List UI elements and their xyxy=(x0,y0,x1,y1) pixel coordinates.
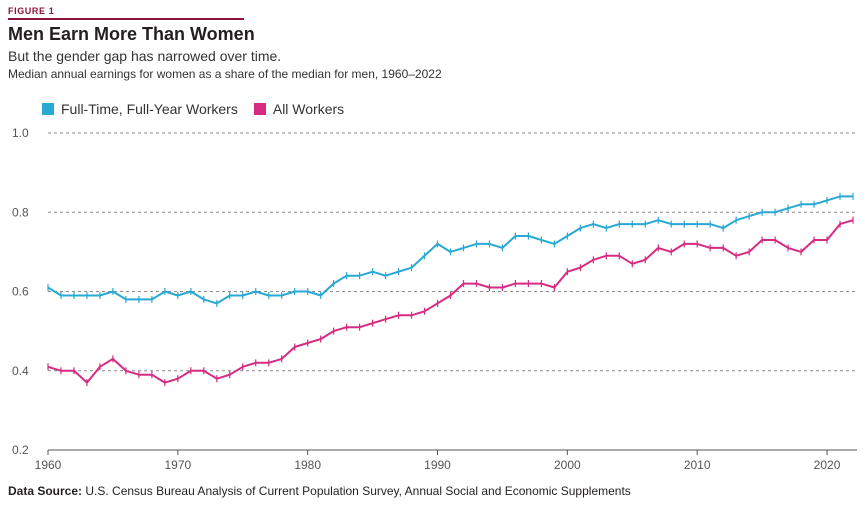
x-tick-label: 1970 xyxy=(164,458,191,472)
legend-item-full-time: Full-Time, Full-Year Workers xyxy=(42,101,238,117)
y-tick-label: 1.0 xyxy=(12,126,29,140)
y-tick-label: 0.2 xyxy=(12,443,29,457)
y-tick-label: 0.4 xyxy=(12,364,29,378)
x-tick-label: 1980 xyxy=(294,458,321,472)
y-tick-label: 0.8 xyxy=(12,205,29,219)
figure-label: FIGURE 1 xyxy=(8,6,55,16)
legend-label-full-time: Full-Time, Full-Year Workers xyxy=(61,101,238,117)
title-rule xyxy=(8,18,244,20)
x-tick-label: 2000 xyxy=(554,458,581,472)
series-line-all-workers xyxy=(47,219,854,384)
x-tick-label: 2010 xyxy=(684,458,711,472)
legend-swatch-all-workers xyxy=(253,103,266,115)
data-source: Data Source: U.S. Census Bureau Analysis… xyxy=(8,484,631,498)
chart-subtitle: But the gender gap has narrowed over tim… xyxy=(8,48,282,64)
data-source-label: Data Source: xyxy=(8,484,83,498)
legend-label-all-workers: All Workers xyxy=(272,101,345,117)
chart-description: Median annual earnings for women as a sh… xyxy=(8,67,442,81)
x-tick-label: 2020 xyxy=(814,458,841,472)
data-source-text: U.S. Census Bureau Analysis of Current P… xyxy=(85,484,631,498)
legend-item-all-workers: All Workers xyxy=(253,101,345,117)
x-tick-label: 1990 xyxy=(424,458,451,472)
legend-swatch-full-time xyxy=(42,103,54,115)
chart-title: Men Earn More Than Women xyxy=(8,24,255,44)
y-tick-label: 0.6 xyxy=(12,285,29,299)
legend: Full-Time, Full-Year Workers All Workers xyxy=(42,101,360,117)
x-tick-label: 1960 xyxy=(35,458,62,472)
